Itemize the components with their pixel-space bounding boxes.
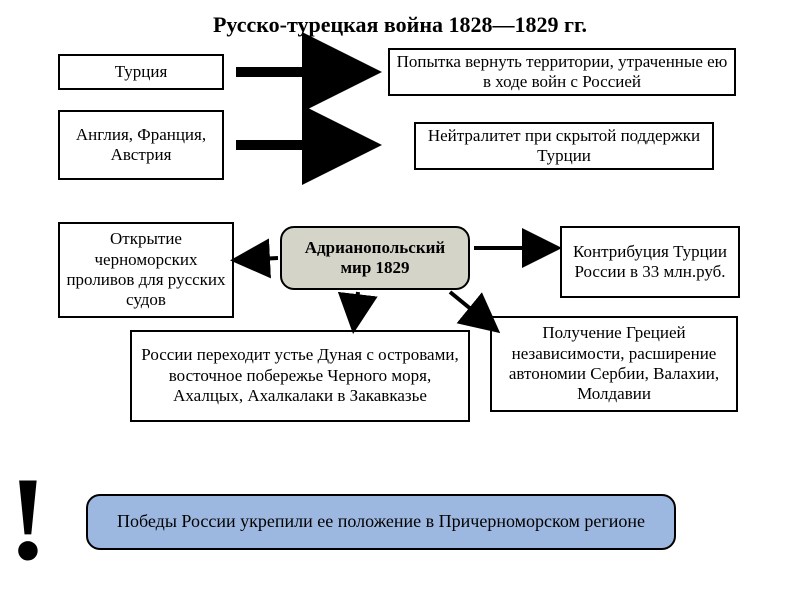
arrow-to-territory [354, 292, 358, 326]
box-outcome-straits: Открытие черноморских проливов для русск… [58, 222, 234, 318]
box-powers: Англия, Франция, Австрия [58, 110, 224, 180]
arrow-to-greece [450, 292, 494, 328]
box-powers-goal: Нейтралитет при скрытой поддержки Турции [414, 122, 714, 170]
box-peace-central: Адрианопольский мир 1829 [280, 226, 470, 290]
page-title: Русско-турецкая война 1828—1829 гг. [0, 12, 800, 38]
box-outcome-territory: России переходит устье Дуная с островами… [130, 330, 470, 422]
arrow-to-straits [238, 258, 278, 260]
box-turkey-goal: Попытка вернуть территории, утраченные е… [388, 48, 736, 96]
box-turkey: Турция [58, 54, 224, 90]
box-outcome-greece: Получение Грецией независимости, расшире… [490, 316, 738, 412]
exclamation-icon: ! [8, 450, 48, 588]
box-conclusion: Победы России укрепили ее положение в Пр… [86, 494, 676, 550]
box-outcome-contrib: Контрибуция Турции России в 33 млн.руб. [560, 226, 740, 298]
